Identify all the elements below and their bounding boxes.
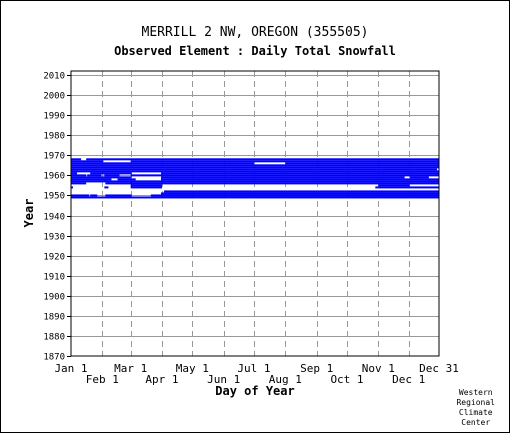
data-segment: [86, 158, 440, 161]
y-tick-label: 1880: [43, 333, 65, 343]
data-segment: [71, 194, 90, 197]
data-segment: [160, 172, 439, 175]
data-segments: [71, 158, 440, 199]
x-tick-label: Feb 1: [86, 373, 119, 386]
data-segment: [71, 160, 104, 163]
y-tick-label: 1870: [43, 353, 65, 363]
credit-line: Center: [461, 418, 491, 427]
x-axis-label: Day of Year: [215, 384, 294, 398]
y-tick-label: 1980: [43, 132, 65, 142]
data-segment: [71, 168, 437, 171]
y-tick-label: 1910: [43, 273, 65, 283]
plot-border: [70, 70, 440, 357]
data-segment: [285, 162, 380, 165]
y-tick-label: 1950: [43, 192, 65, 202]
data-segment: [71, 158, 82, 161]
data-segment: [409, 176, 429, 179]
x-tick-label: Dec 31: [419, 362, 459, 375]
data-segment: [164, 190, 439, 193]
y-tick-label: 2010: [43, 72, 65, 82]
x-tick-label: Jul 1: [237, 362, 270, 375]
data-segment: [130, 182, 439, 185]
x-tick-label: Mar 1: [114, 362, 147, 375]
data-segment: [71, 182, 87, 185]
data-segment: [130, 184, 162, 187]
horizontal-gridlines: [71, 75, 439, 337]
y-axis-ticks: 1870 1880 1890 1900 1910 1920 1930 1940 1950 1960…: [43, 72, 71, 363]
y-axis-label: Year: [22, 199, 36, 228]
credit-line: Climate: [458, 408, 493, 417]
y-tick-label: 1970: [43, 152, 65, 162]
x-tick-label: Dec 1: [392, 373, 425, 386]
data-segment: [71, 166, 439, 169]
data-segment: [117, 178, 136, 181]
data-segment: [375, 186, 439, 189]
x-tick-label: Sep 1: [300, 362, 333, 375]
data-segment: [130, 174, 439, 177]
data-segment: [160, 180, 439, 183]
data-segment: [71, 186, 74, 189]
data-segment: [378, 184, 410, 187]
data-segment: [105, 194, 132, 197]
data-segment: [90, 194, 98, 197]
x-tick-label: Nov 1: [362, 362, 395, 375]
data-segment: [71, 164, 439, 167]
credit-line: Regional: [456, 398, 495, 407]
data-segment: [104, 174, 120, 177]
data-segment: [130, 186, 162, 189]
data-segment: [150, 194, 439, 197]
x-tick-label: Oct 1: [330, 373, 363, 386]
y-tick-label: 1930: [43, 233, 65, 243]
vertical-gridlines: [102, 71, 410, 356]
data-segment: [71, 180, 132, 183]
x-axis-ticks: Jan 1 Mar 1 May 1 Jul 1 Sep 1 Nov 1 Dec 31 Feb …: [54, 362, 458, 386]
wrcc-credit: Western Regional Climate Center: [456, 388, 495, 428]
data-segment: [130, 180, 162, 183]
chart-title: MERRILL 2 NW, OREGON (355505): [141, 25, 369, 40]
x-tick-label: Apr 1: [145, 373, 178, 386]
data-segment: [160, 192, 439, 195]
data-segment: [71, 196, 439, 199]
data-segment: [160, 176, 405, 179]
data-segment: [71, 174, 87, 177]
x-tick-label: Aug 1: [269, 373, 302, 386]
data-segment: [104, 186, 109, 189]
data-segment: [378, 162, 439, 165]
data-segment: [90, 172, 132, 175]
data-segment: [105, 182, 132, 185]
y-tick-label: 1990: [43, 112, 65, 122]
y-tick-label: 1920: [43, 253, 65, 263]
credit-line: Western: [458, 388, 493, 397]
y-tick-label: 1960: [43, 172, 65, 182]
data-segment: [71, 176, 132, 179]
x-tick-label: Jan 1: [54, 362, 87, 375]
data-segment: [130, 160, 439, 163]
data-segment: [71, 172, 78, 175]
y-tick-label: 1900: [43, 293, 65, 303]
y-tick-label: 1940: [43, 213, 65, 223]
y-tick-label: 2000: [43, 92, 65, 102]
data-segment: [160, 178, 439, 181]
chart-subtitle: Observed Element : Daily Total Snowfall: [114, 44, 396, 58]
y-tick-label: 1890: [43, 313, 65, 323]
data-segment: [71, 170, 439, 173]
data-segment: [71, 162, 254, 165]
x-tick-label: Jun 1: [207, 373, 240, 386]
x-tick-label: May 1: [176, 362, 209, 375]
data-segment: [87, 174, 102, 177]
data-segment: [71, 178, 112, 181]
